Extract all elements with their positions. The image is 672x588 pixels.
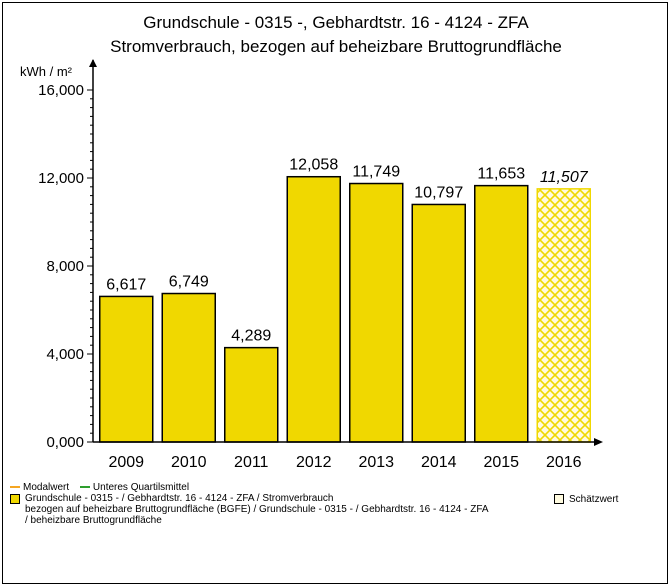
bar-2010 xyxy=(161,292,216,443)
legend-series-line2: bezogen auf beheizbare Bruttogrundfläche… xyxy=(25,504,489,515)
y-tick-label: 4,000 xyxy=(46,346,84,363)
legend-quartil: Unteres Quartilsmittel xyxy=(92,482,190,493)
bar-2009 xyxy=(99,295,154,443)
y-axis-arrow xyxy=(89,59,97,67)
bar-2011 xyxy=(224,346,279,443)
legend-modalwert-swatch xyxy=(10,486,20,489)
legend-series-line1: Grundschule - 0315 - / Gebhardtstr. 16 -… xyxy=(25,493,334,504)
legend-estimate-entry: Schätzwert xyxy=(554,494,618,505)
x-tick-label-2013: 2013 xyxy=(358,454,394,471)
value-label-2012: 12,058 xyxy=(289,157,338,174)
value-label-2016: 11,507 xyxy=(540,169,589,186)
x-axis-arrow xyxy=(594,438,603,446)
x-tick-label-2010: 2010 xyxy=(171,454,207,471)
x-tick-label-2016: 2016 xyxy=(546,454,582,471)
y-tick-label: 0,000 xyxy=(46,434,84,451)
chart-title: Grundschule - 0315 -, Gebhardtstr. 16 - … xyxy=(143,13,529,32)
bar-2016 xyxy=(536,188,591,443)
y-tick-label: 16,000 xyxy=(38,82,84,99)
legend-modalwert: Modalwert xyxy=(23,482,70,493)
value-label-2014: 10,797 xyxy=(414,184,463,201)
x-tick-label-2011: 2011 xyxy=(234,454,269,471)
legend-series-entry: Grundschule - 0315 - / Gebhardtstr. 16 -… xyxy=(10,493,489,526)
legend-estimate-swatch xyxy=(554,494,564,504)
value-label-2010: 6,749 xyxy=(169,274,209,291)
x-tick-label-2009: 2009 xyxy=(108,454,144,471)
value-label-2013: 11,749 xyxy=(352,164,400,181)
chart-subtitle: Stromverbrauch, bezogen auf beheizbare B… xyxy=(110,37,562,56)
value-label-2009: 6,617 xyxy=(106,276,146,293)
x-tick-label-2015: 2015 xyxy=(483,454,519,471)
x-tick-label-2012: 2012 xyxy=(296,454,332,471)
bar-2012 xyxy=(286,175,341,443)
y-tick-label: 8,000 xyxy=(46,258,84,275)
bar-chart: 6,617 2009 6,749 2010 4,289 2011 12,058 2012 11,… xyxy=(20,59,603,471)
y-tick-label: 12,000 xyxy=(38,170,84,187)
legend: Modalwert Unteres Quartilsmittel Grundsc… xyxy=(10,482,489,526)
legend-quartil-swatch xyxy=(79,486,90,489)
legend-lines-row: Modalwert Unteres Quartilsmittel xyxy=(10,482,489,493)
legend-estimate: Schätzwert xyxy=(569,494,619,505)
value-label-2015: 11,653 xyxy=(477,166,525,183)
bar-2013 xyxy=(349,182,404,443)
bar-2015 xyxy=(474,184,529,443)
legend-series-swatch xyxy=(10,494,20,504)
y-axis-label: kWh / m² xyxy=(20,64,73,79)
legend-series-line3: / beheizbare Bruttogrundfläche xyxy=(25,515,162,526)
value-label-2011: 4,289 xyxy=(231,328,271,345)
bar-2014 xyxy=(411,203,466,443)
x-tick-label-2014: 2014 xyxy=(421,454,457,471)
